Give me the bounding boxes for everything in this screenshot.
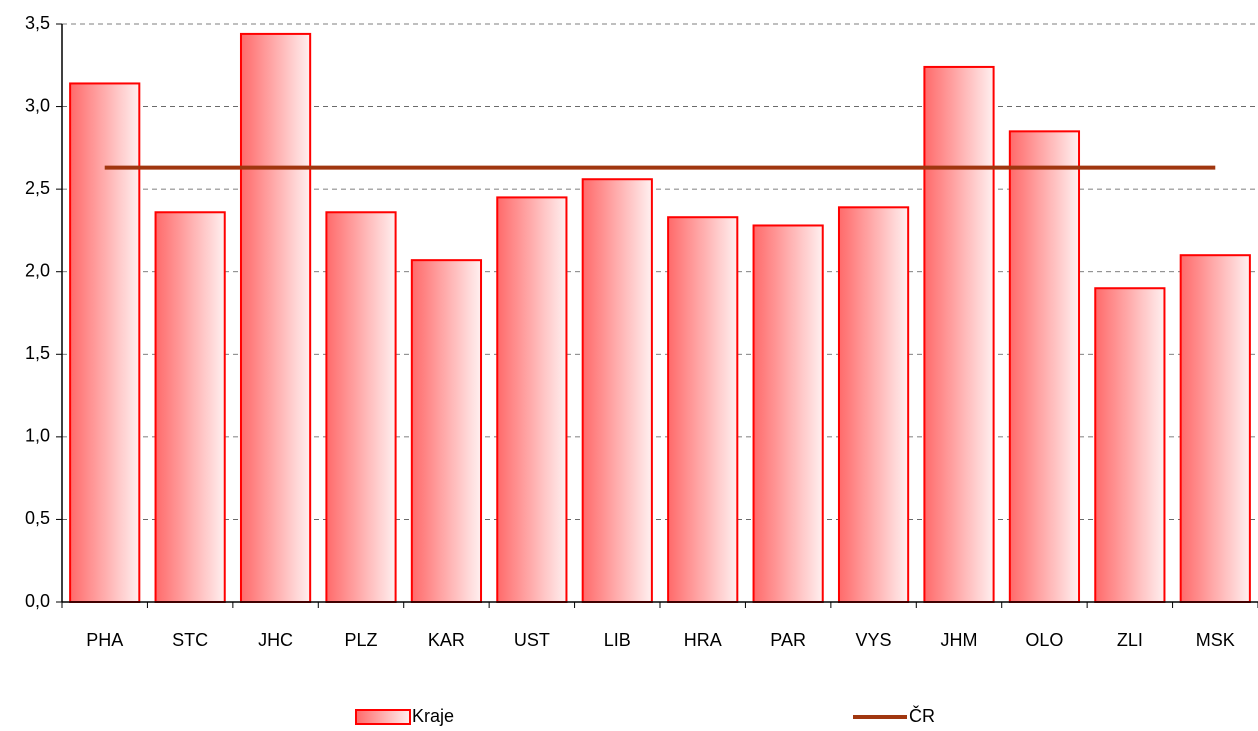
bar (1094, 287, 1166, 603)
bar (154, 211, 226, 604)
x-tick-label: STC (172, 630, 208, 650)
bar (1008, 130, 1081, 603)
x-tick-label: PAR (770, 630, 806, 650)
y-tick-label: 0,0 (25, 591, 50, 611)
bar (69, 82, 141, 604)
y-tick-label: 3,0 (25, 95, 50, 115)
x-tick-label: PLZ (344, 630, 377, 650)
x-tick-label: LIB (604, 630, 631, 650)
x-tick-label: VYS (856, 630, 892, 650)
bar (667, 216, 739, 604)
legend-label: Kraje (412, 706, 454, 726)
x-tick-label: JHC (258, 630, 293, 650)
x-tick-label: OLO (1025, 630, 1063, 650)
y-tick-label: 3,5 (25, 13, 50, 33)
bar (837, 206, 910, 604)
x-tick-label: MSK (1196, 630, 1235, 650)
bar (923, 65, 995, 604)
x-tick-label: ZLI (1117, 630, 1143, 650)
x-tick-label: HRA (684, 630, 722, 650)
legend-swatch (355, 709, 411, 725)
bar (1179, 254, 1251, 603)
y-tick-label: 2,0 (25, 260, 50, 280)
y-tick-label: 2,5 (25, 178, 50, 198)
bar (239, 32, 312, 604)
x-tick-label: UST (514, 630, 550, 650)
bar (325, 211, 397, 604)
legend-label: ČR (909, 705, 935, 726)
x-tick-label: PHA (86, 630, 123, 650)
bar (752, 224, 824, 604)
y-tick-label: 0,5 (25, 508, 50, 528)
bar (410, 259, 483, 603)
y-tick-label: 1,0 (25, 426, 50, 446)
x-tick-label: KAR (428, 630, 465, 650)
bar (581, 178, 653, 603)
y-tick-label: 1,5 (25, 343, 50, 363)
bar (496, 196, 568, 603)
x-tick-label: JHM (941, 630, 978, 650)
